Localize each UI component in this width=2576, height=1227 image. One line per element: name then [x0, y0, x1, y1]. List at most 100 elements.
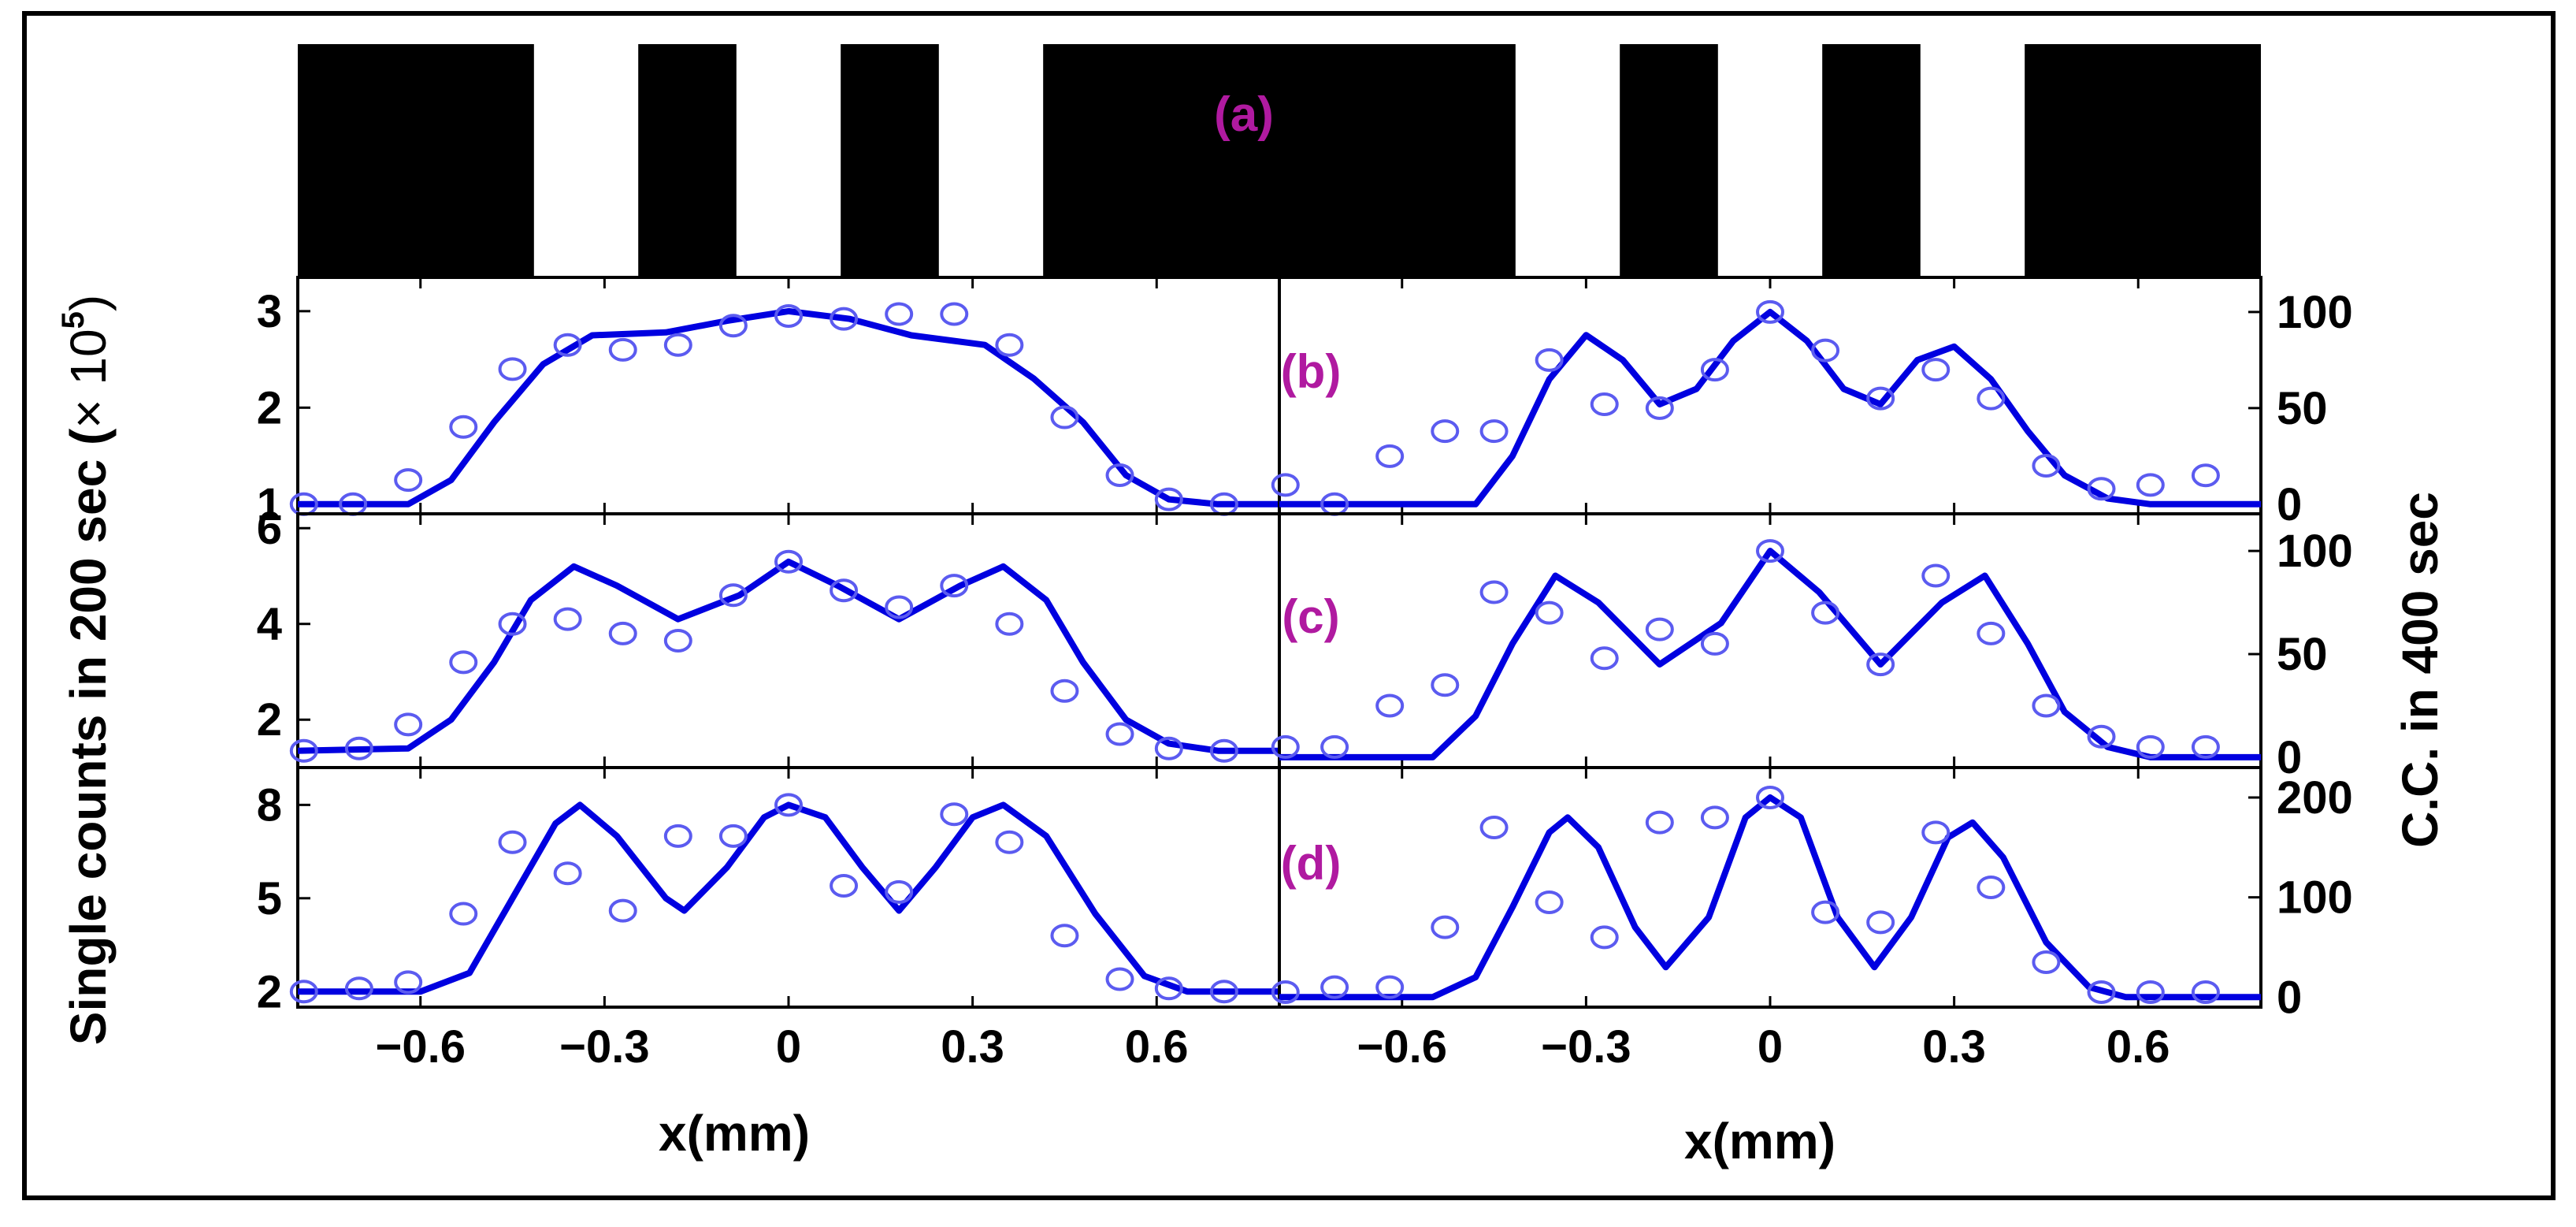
- y-tick-label: 50: [2277, 629, 2328, 680]
- data-point: [1590, 392, 1619, 416]
- y-tick-label: 8: [257, 779, 282, 831]
- data-point: [2191, 463, 2220, 488]
- data-point: [1645, 810, 1674, 835]
- grating-bar: [841, 44, 939, 277]
- data-point: [1700, 358, 1729, 382]
- data-point: [1590, 925, 1619, 950]
- data-point: [1479, 580, 1509, 604]
- data-point: [1375, 975, 1405, 999]
- panel-label: (b): [1281, 345, 1342, 398]
- data-point: [449, 902, 478, 926]
- data-point: [498, 357, 527, 381]
- data-point: [940, 802, 969, 827]
- data-point: [663, 629, 692, 653]
- data-point: [1375, 693, 1405, 718]
- data-point: [1977, 876, 2006, 899]
- data-point: [1050, 924, 1079, 948]
- data-point: [663, 824, 692, 848]
- data-point: [289, 738, 318, 763]
- figure-frame: (a) 1 2 3 0 50 100 (b) 2 4 6 0 50 100 (c) 2 5 8 0 100 200 (d…: [22, 11, 2556, 1200]
- data-point: [449, 650, 478, 675]
- x-axis-label-right: x(mm): [1684, 1113, 1835, 1169]
- data-point: [1645, 396, 1674, 420]
- left-y-axis-label-close: ): [60, 295, 117, 311]
- data-point: [830, 874, 859, 898]
- x-tick-label: 0.3: [941, 1021, 1004, 1073]
- data-point: [940, 302, 969, 326]
- fit-curve: [297, 558, 1279, 754]
- panel-d-right: 0 100 200 (d): [1271, 766, 2353, 1023]
- data-point: [2087, 724, 2116, 749]
- grating-bar: [1279, 44, 1516, 277]
- left-y-axis-label-text: Single counts in 200 sec (: [60, 428, 117, 1045]
- data-point: [1535, 348, 1564, 372]
- data-point: [2087, 980, 2116, 1004]
- data-point: [289, 980, 318, 1004]
- data-point: [1866, 386, 1895, 411]
- data-point: [830, 307, 859, 331]
- x-tick-label: 0.3: [1922, 1021, 1986, 1073]
- x-tick-label: −0.3: [559, 1021, 650, 1073]
- data-point: [1700, 805, 1729, 830]
- x-axis-label-left: x(mm): [659, 1105, 810, 1162]
- data-point: [1811, 338, 1840, 363]
- y-tick-label: 0: [2277, 972, 2302, 1023]
- fit-curve: [1279, 308, 2261, 508]
- data-point: [885, 879, 914, 904]
- data-point: [344, 736, 373, 760]
- left-y-axis-label: Single counts in 200 sec (× 105): [56, 295, 117, 1045]
- data-point: [718, 824, 748, 848]
- data-point: [2032, 950, 2061, 974]
- data-point: [1050, 679, 1079, 703]
- data-point: [995, 830, 1024, 854]
- data-point: [1645, 617, 1674, 641]
- y-tick-label: 4: [257, 599, 282, 650]
- data-point: [1154, 976, 1183, 1001]
- data-point: [1756, 539, 1784, 563]
- data-point: [1271, 473, 1300, 497]
- data-point: [1209, 738, 1238, 763]
- y-tick-label: 3: [257, 286, 282, 337]
- data-point: [774, 549, 803, 574]
- data-point: [1105, 722, 1134, 746]
- x-tick-label: −0.3: [1541, 1021, 1631, 1073]
- panel-b-right: 0 50 100 (b): [1271, 276, 2353, 530]
- fit-curve: [1279, 794, 2261, 1001]
- panel-label: (d): [1281, 837, 1342, 890]
- data-point: [885, 595, 914, 619]
- y-tick-label: 0: [2277, 732, 2302, 783]
- data-point: [885, 302, 914, 326]
- y-tick-label: 100: [2277, 872, 2353, 924]
- panel-d-left: 2 5 8: [257, 766, 1281, 1017]
- data-point: [394, 712, 423, 737]
- data-point: [830, 578, 859, 603]
- panel-a-label: (a): [1214, 87, 1274, 142]
- data-point: [718, 314, 748, 338]
- data-point: [1050, 405, 1079, 429]
- data-point: [1756, 299, 1784, 324]
- panel-label: (c): [1282, 590, 1339, 643]
- data-point: [2191, 980, 2220, 1004]
- data-point: [2032, 454, 2061, 478]
- data-point: [1921, 358, 1951, 382]
- y-tick-label: 2: [257, 382, 282, 433]
- data-point: [1921, 820, 1951, 845]
- y-tick-label: 50: [2277, 383, 2328, 434]
- data-point: [1756, 786, 1784, 809]
- data-point: [2136, 473, 2165, 497]
- fit-curve: [298, 801, 1279, 995]
- x-tick-label: 0: [1758, 1021, 1783, 1073]
- data-point: [1375, 444, 1405, 468]
- grating-bar: [1822, 44, 1921, 277]
- data-point: [2032, 693, 2061, 718]
- data-point: [449, 415, 478, 439]
- data-point: [1209, 980, 1238, 1004]
- data-point: [1320, 975, 1349, 999]
- data-point: [2136, 734, 2165, 759]
- y-tick-label: 6: [257, 503, 282, 554]
- data-point: [1977, 386, 2006, 411]
- x-tick-label: 0.6: [2106, 1021, 2170, 1073]
- data-point: [344, 976, 373, 1001]
- figure-canvas: (a) 123050100(b)246050100(c)2580100200(d…: [56, 44, 2448, 1169]
- axes-frame: [1278, 766, 2262, 1009]
